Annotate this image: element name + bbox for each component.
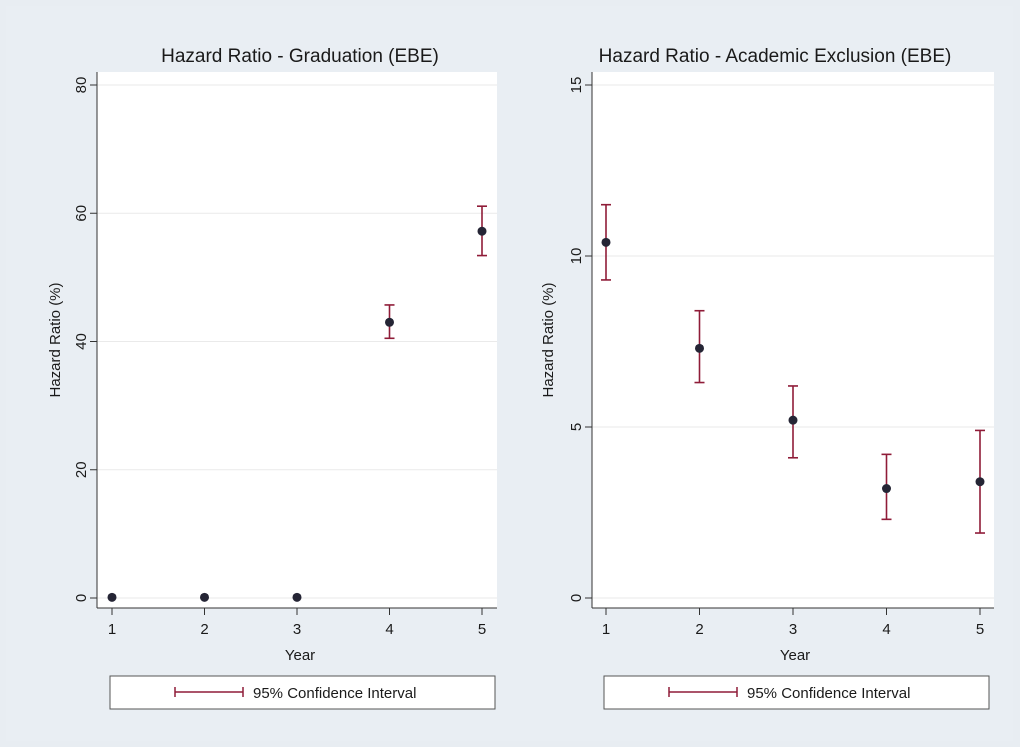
data-marks [107,205,487,602]
x-tick-label: 2 [200,621,208,638]
y-tick-label: 0 [568,594,585,602]
chart-title: Hazard Ratio - Graduation (EBE) [161,46,439,67]
legend-label: 95% Confidence Interval [747,685,910,702]
y-axis-label: Hazard Ratio (%) [540,282,557,397]
y-tick-label: 20 [73,461,90,478]
legend: 95% Confidence Interval [109,675,496,710]
y-ticks: 0 20 40 60 80 [73,77,97,602]
panel-academic-exclusion: Hazard Ratio - Academic Exclusion (EBE) … [540,46,994,710]
x-tick-label: 3 [293,621,301,638]
x-ticks: 1 2 3 4 5 [108,608,486,638]
y-tick-label: 0 [73,594,90,602]
x-tick-label: 4 [882,621,890,638]
legend-box [603,675,990,710]
x-axis-label: Year [285,647,315,664]
data-marks [601,203,985,534]
data-point [601,237,611,247]
data-point [695,343,704,353]
data-point [882,484,891,494]
y-tick-label: 80 [73,77,90,94]
data-point [788,415,798,425]
x-tick-label: 5 [976,621,984,638]
data-point [385,317,394,327]
x-ticks: 1 2 3 4 5 [602,608,984,638]
x-tick-label: 1 [602,621,610,638]
y-tick-label: 15 [568,77,585,94]
legend: 95% Confidence Interval [603,675,990,710]
x-tick-label: 2 [695,621,703,638]
data-point [200,592,209,602]
x-tick-label: 3 [789,621,797,638]
chart-title: Hazard Ratio - Academic Exclusion (EBE) [599,46,952,67]
data-point [107,592,117,602]
y-tick-label: 60 [73,205,90,222]
plot-area [97,72,497,608]
plot-area [592,72,994,608]
y-ticks: 0 5 10 15 [568,77,592,602]
y-tick-label: 10 [568,248,585,265]
panel-graduation: Hazard Ratio - Graduation (EBE) 0 20 40 60 8… [47,46,497,710]
x-tick-label: 4 [385,621,393,638]
legend-box [109,675,496,710]
data-point [975,477,985,487]
legend-label: 95% Confidence Interval [253,685,416,702]
x-tick-label: 1 [108,621,116,638]
y-tick-label: 5 [568,423,585,431]
y-axis-label: Hazard Ratio (%) [47,282,64,397]
x-axis-label: Year [780,647,810,664]
y-tick-label: 40 [73,333,90,350]
x-tick-label: 5 [478,621,486,638]
data-point [292,592,302,602]
gridlines [97,84,497,599]
data-point [477,226,487,236]
